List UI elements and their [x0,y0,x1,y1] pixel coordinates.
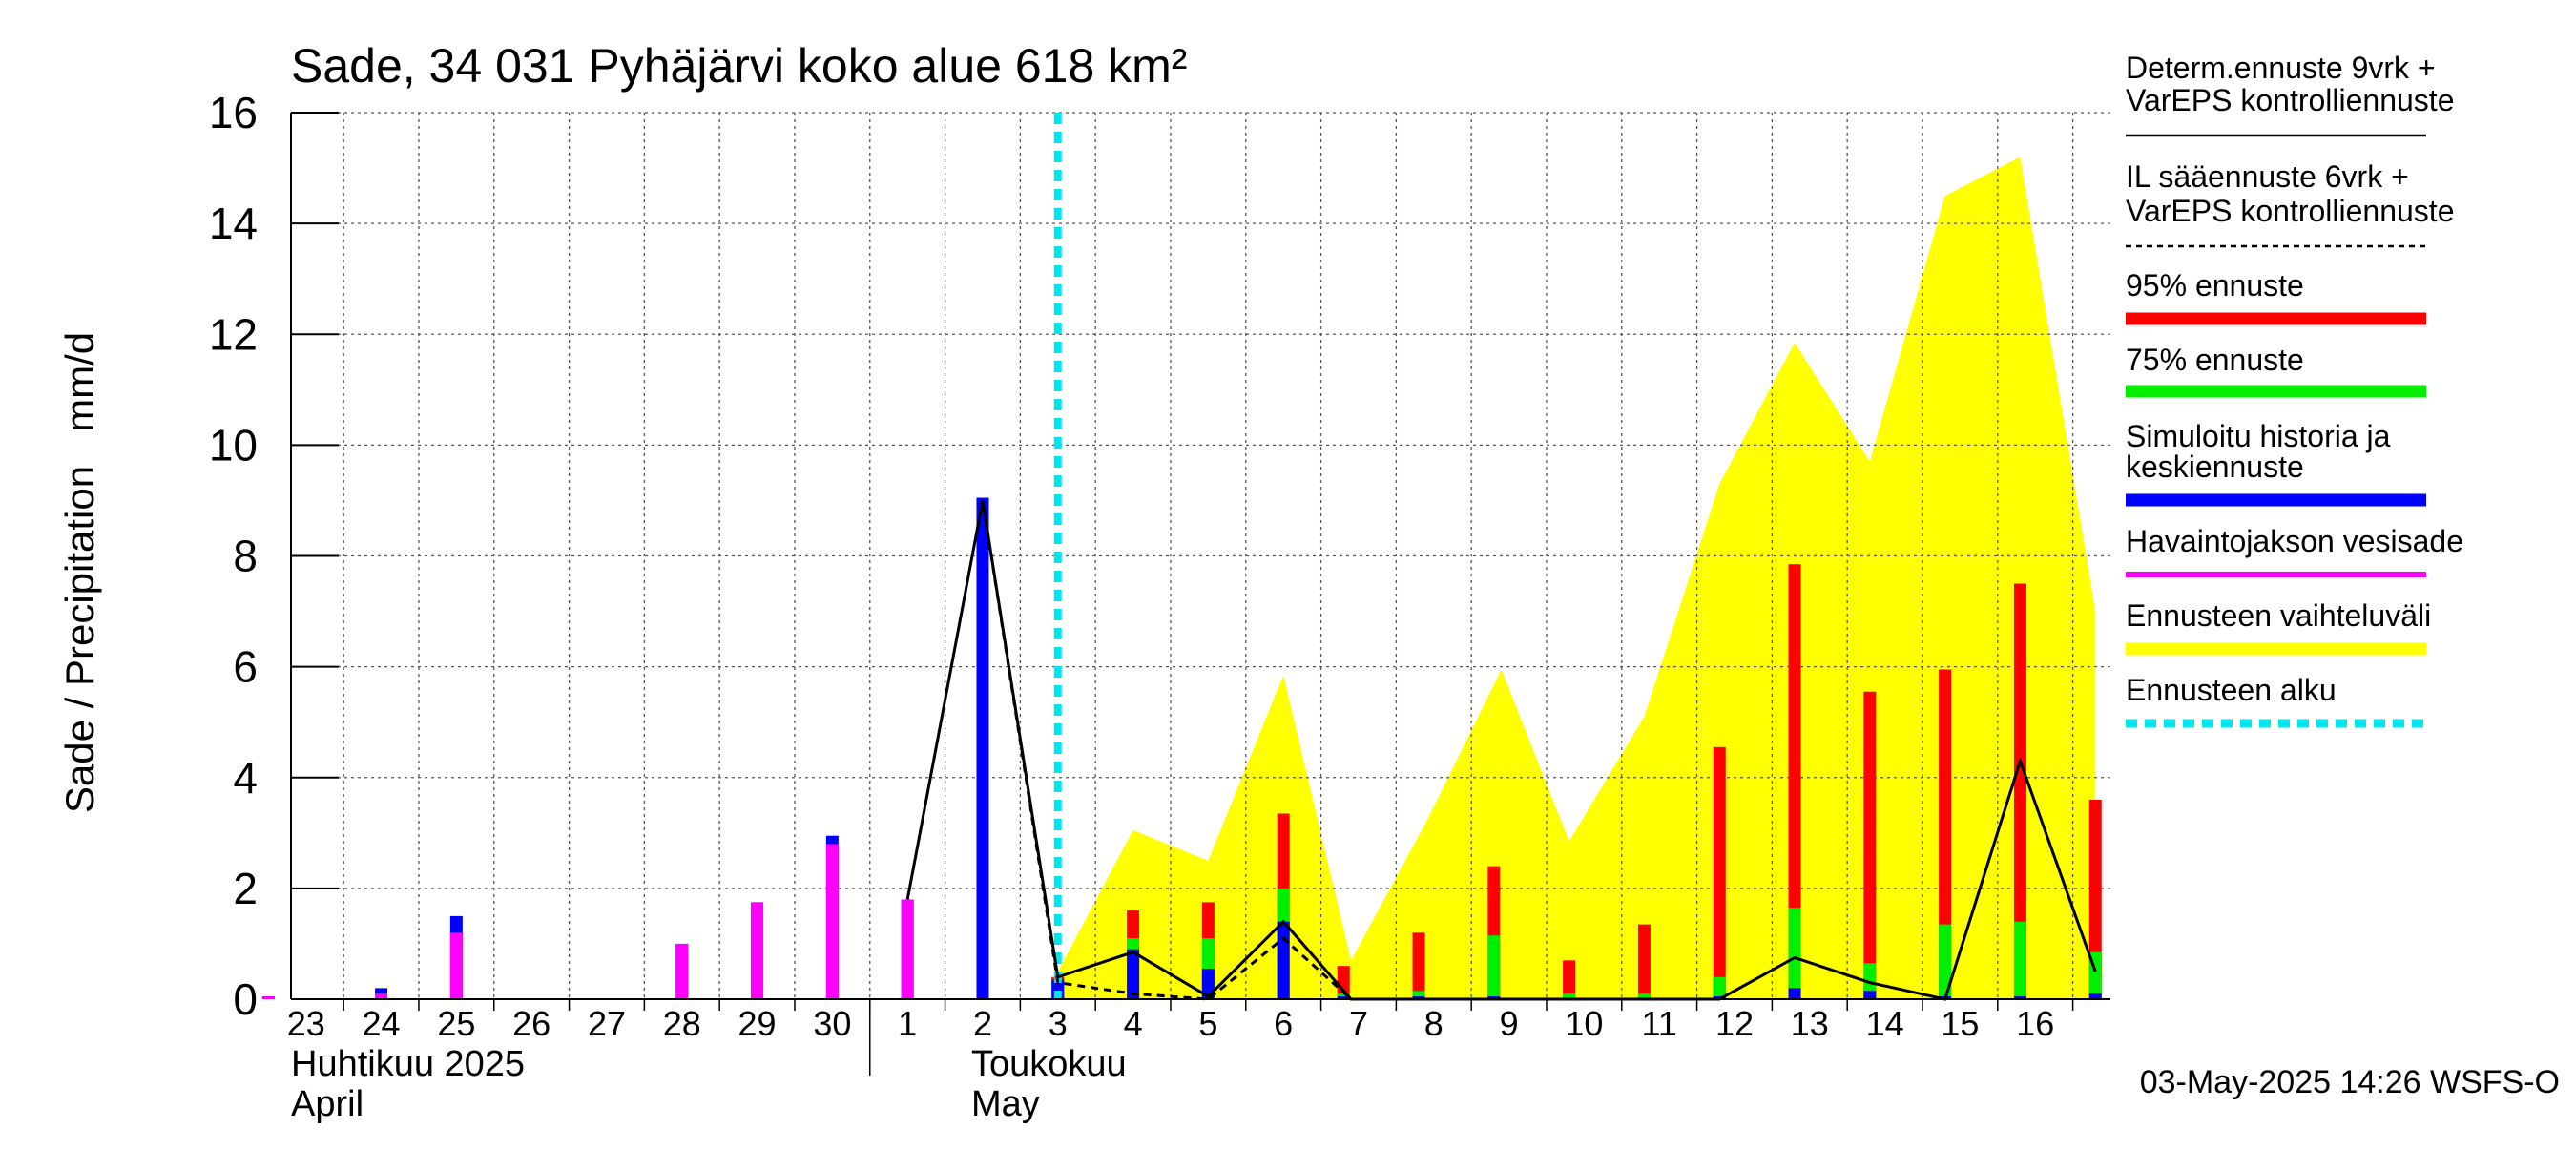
simulated-bar [976,497,989,999]
timestamp: 03-May-2025 14:26 WSFS-O [2140,1064,2560,1100]
x-tick-label: 6 [1274,1004,1293,1043]
p75-bar [1788,908,1801,999]
y-tick-label: 0 [233,974,258,1024]
p95-bar [1637,924,1651,999]
legend-label: VarEPS kontrolliennuste [2126,83,2454,117]
p75-bar [1487,935,1501,999]
x-tick-label: 14 [1866,1004,1904,1043]
mean-bar [1788,988,1801,999]
il-forecast-line [981,500,1353,1001]
p75-bar [1412,991,1425,999]
y-tick-label: 14 [209,199,258,248]
month-label: Toukokuu [971,1044,1127,1084]
y-tick-label: 12 [209,309,258,359]
chart-title: Sade, 34 031 Pyhäjärvi koko alue 618 km² [291,39,1187,93]
observed-bar [675,943,689,999]
grid-layer [291,112,2110,1000]
p75-bar [1713,976,1726,999]
legend-label: Determ.ennuste 9vrk + [2126,51,2436,85]
p75-bar [2013,921,2026,999]
mean-bar [1863,991,1877,999]
legend-label: 75% ennuste [2126,343,2304,377]
x-tick-label: 13 [1791,1004,1829,1043]
p75-bar [1637,993,1651,999]
y-tick-label: 10 [209,420,258,470]
mean-bar [1337,996,1350,999]
observed-bar [261,996,275,999]
legend-label: Simuloitu historia ja [2126,419,2391,453]
mean-bar [1127,949,1140,999]
p95-bar [2013,583,2026,999]
p75-bar [1563,993,1576,999]
x-tick-label: 28 [663,1004,701,1043]
forecast-range-layer [1057,157,2096,999]
p95-bar [2088,799,2102,999]
p75-bar [1939,924,1952,999]
x-tick-label: 3 [1049,1004,1068,1043]
observed-bar [901,899,914,999]
month-label-en: May [971,1084,1040,1124]
x-tick-label: 25 [437,1004,475,1043]
y-tick-label: 6 [233,642,258,692]
y-tick-label: 4 [233,753,258,803]
y-tick-label: 8 [233,532,258,581]
p95-bar [1788,564,1801,999]
y-axis-label: Sade / Precipitation mm/d [57,332,102,813]
legend-label: 95% ennuste [2126,268,2304,303]
legend-label: IL sääennuste 6vrk + [2126,159,2409,194]
observed-bar [449,932,463,999]
p95-bar [1412,932,1425,999]
x-tick-label: 2 [973,1004,992,1043]
p95-bar [1939,669,1952,999]
y-tick-label: 16 [209,88,258,137]
month-label-en: April [291,1084,364,1124]
x-tick-label: 4 [1124,1004,1143,1043]
x-tick-label: 11 [1642,1004,1677,1043]
x-tick-label: 12 [1715,1004,1754,1043]
bars-layer [261,497,2102,999]
x-tick-label: 23 [287,1004,325,1043]
x-tick-label: 7 [1349,1004,1368,1043]
legend-label: VarEPS kontrolliennuste [2126,194,2454,228]
observed-bar [825,844,839,999]
legend-label: Havaintojakson vesisade [2126,524,2463,558]
legend-label: keskiennuste [2126,450,2304,484]
x-tick-label: 9 [1500,1004,1519,1043]
mean-bar [2088,993,2102,999]
p95-bar [1563,960,1576,999]
x-tick-label: 1 [898,1004,917,1043]
mean-bar [1277,921,1290,999]
x-tick-label: 16 [2016,1004,2054,1043]
x-tick-label: 26 [512,1004,551,1043]
p95-bar [1863,691,1877,999]
observed-bar [751,902,764,999]
month-label: Huhtikuu 2025 [291,1044,525,1084]
legend-label: Ennusteen vaihteluväli [2126,598,2431,633]
y-tick-label: 2 [233,864,258,913]
p95-bar [1337,966,1350,999]
x-tick-label: 10 [1565,1004,1603,1043]
p95-bar [1713,746,1726,999]
x-tick-label: 29 [738,1004,777,1043]
x-tick-label: 5 [1198,1004,1217,1043]
x-tick-label: 24 [363,1004,401,1043]
observed-bar [375,993,388,999]
x-tick-label: 15 [1941,1004,1979,1043]
mean-bar [2013,996,2026,999]
x-tick-label: 30 [813,1004,851,1043]
forecast-range-band [1057,157,2096,999]
x-tick-label: 27 [588,1004,626,1043]
legend-label: Ennusteen alku [2126,673,2337,707]
x-tick-label: 8 [1424,1004,1444,1043]
legend: Determ.ennuste 9vrk +VarEPS kontrollienn… [2126,51,2463,728]
